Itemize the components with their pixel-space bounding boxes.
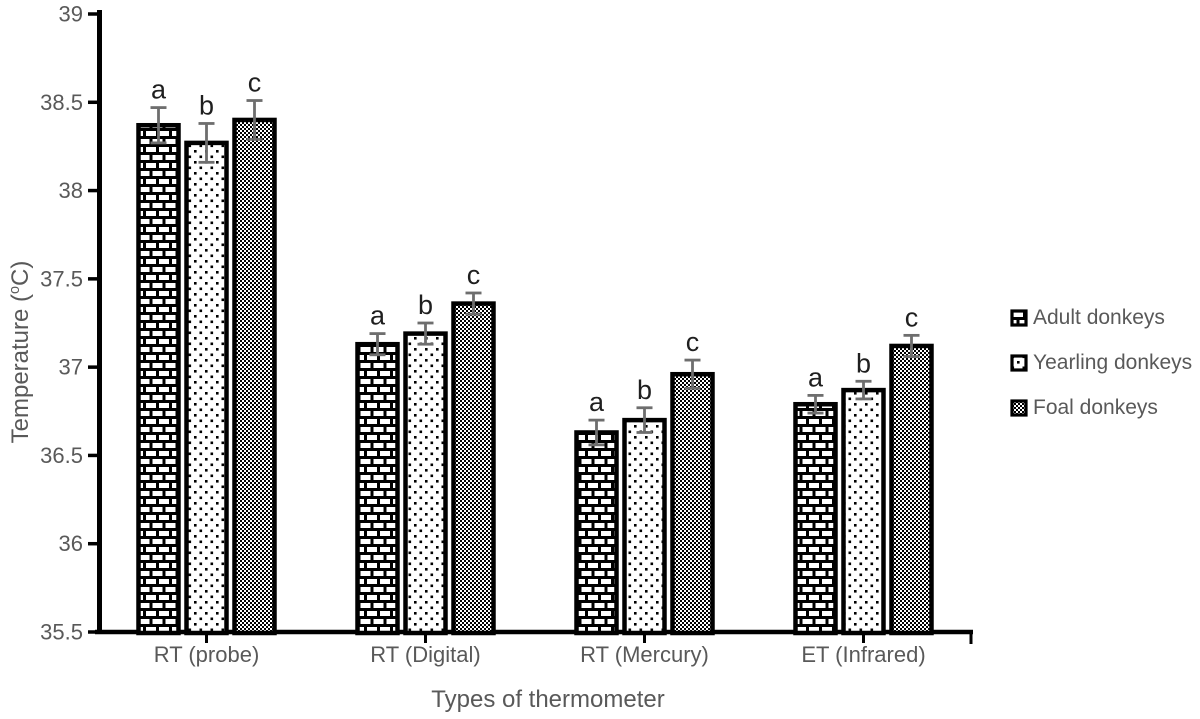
legend-label: Yearling donkeys xyxy=(1033,351,1193,374)
y-tick-label: 35.5 xyxy=(40,620,83,645)
degree-superscript: o xyxy=(7,285,23,294)
x-tick-label: ET (Infrared) xyxy=(801,642,925,667)
significance-letter: c xyxy=(248,68,262,98)
significance-letter: b xyxy=(199,90,214,120)
bar-dots-4 xyxy=(841,387,886,636)
significance-letter: a xyxy=(589,387,605,417)
bar-brick-1 xyxy=(136,122,181,636)
bar-checker-3 xyxy=(670,371,715,636)
bar-dots-3 xyxy=(622,417,667,636)
legend-label: Foal donkeys xyxy=(1033,396,1158,419)
significance-letter: c xyxy=(467,260,481,290)
y-axis-title-unit: C) xyxy=(7,260,34,286)
y-axis-title: Temperature (oC) xyxy=(7,261,35,444)
bar-dots-2 xyxy=(403,331,448,636)
x-axis-title: Types of thermometer xyxy=(431,686,665,713)
x-tick-label: RT (Mercury) xyxy=(580,642,709,667)
brick-pattern-swatch-icon xyxy=(1010,309,1028,327)
significance-letter: a xyxy=(808,362,824,392)
y-tick-label: 39 xyxy=(59,2,83,27)
x-tick-label: RT (probe) xyxy=(154,642,260,667)
significance-letter: a xyxy=(370,301,386,331)
bar-checker-2 xyxy=(451,301,496,636)
y-tick-label: 37.5 xyxy=(40,266,83,291)
y-tick-label: 36 xyxy=(59,531,83,556)
legend-item-adult-donkeys: Adult donkeys xyxy=(1010,306,1192,330)
y-axis-title-text: Temperature ( xyxy=(7,293,34,444)
significance-letter: c xyxy=(686,327,700,357)
bar-brick-3 xyxy=(574,430,619,636)
bar-brick-2 xyxy=(355,341,400,636)
bar-dots-1 xyxy=(184,140,229,636)
x-tick-label: RT (Digital) xyxy=(370,642,480,667)
y-tick-label: 36.5 xyxy=(40,443,83,468)
legend-item-yearling-donkeys: Yearling donkeys xyxy=(1010,351,1192,375)
bar-brick-4 xyxy=(793,401,838,636)
dots-pattern-swatch-icon xyxy=(1010,354,1028,372)
legend-label: Adult donkeys xyxy=(1033,306,1165,329)
bar-checker-1 xyxy=(232,117,277,636)
y-tick-label: 37 xyxy=(59,355,83,380)
significance-letter: c xyxy=(905,302,919,332)
legend: Adult donkeys Yearling donkeys Foal donk… xyxy=(1010,306,1192,441)
significance-letter: b xyxy=(418,290,433,320)
significance-letter: b xyxy=(856,348,871,378)
legend-item-foal-donkeys: Foal donkeys xyxy=(1010,396,1192,420)
significance-letter: b xyxy=(637,375,652,405)
checker-pattern-swatch-icon xyxy=(1010,399,1028,417)
bar-checker-4 xyxy=(889,343,934,636)
y-tick-label: 38.5 xyxy=(40,90,83,115)
significance-letter: a xyxy=(151,75,167,105)
y-tick-label: 38 xyxy=(59,178,83,203)
